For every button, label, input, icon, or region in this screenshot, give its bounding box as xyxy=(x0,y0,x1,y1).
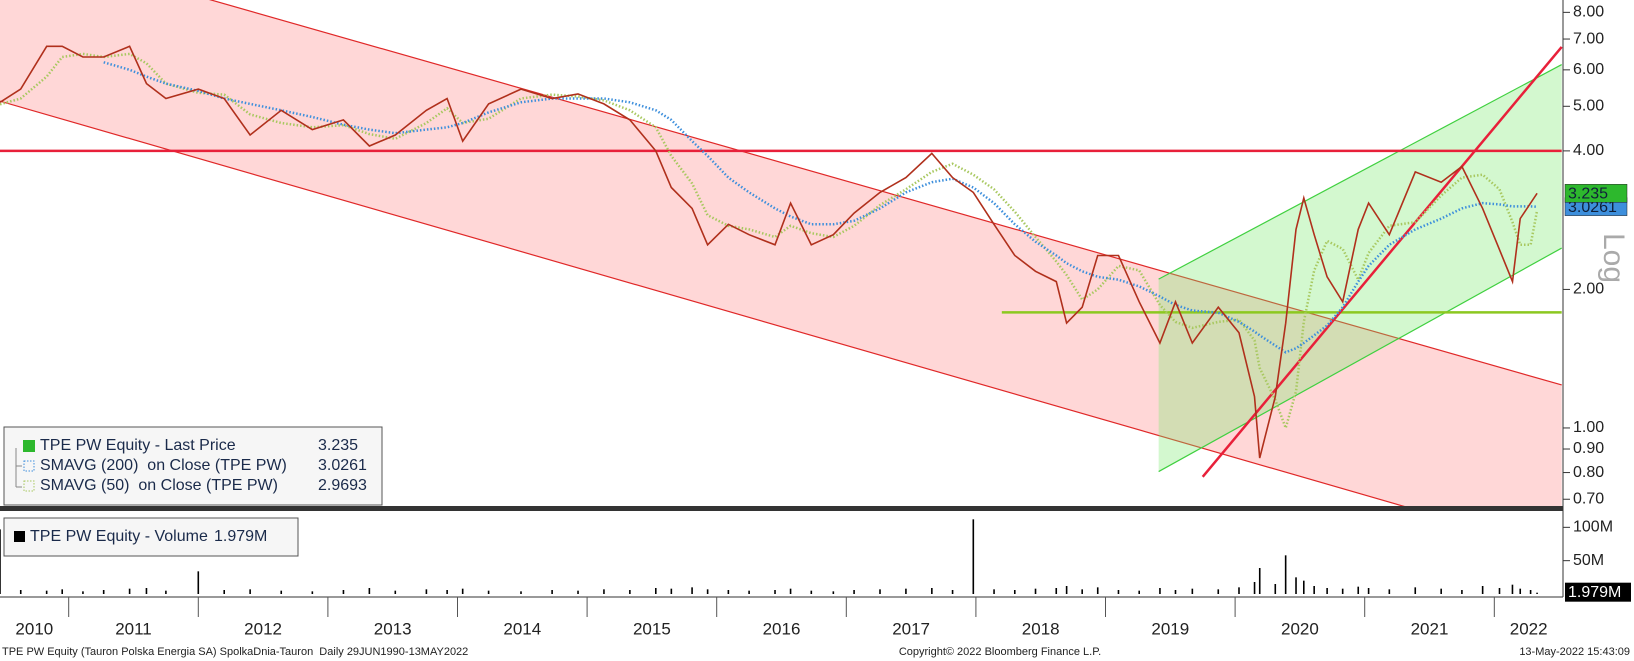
channel-fill xyxy=(0,0,1562,508)
legend-label: TPE PW Equity - Volume xyxy=(30,528,208,545)
y-tick-label: 50M xyxy=(1573,552,1604,569)
x-tick-label: 2017 xyxy=(892,619,930,638)
x-tick-label: 2020 xyxy=(1281,619,1319,638)
legend-box xyxy=(3,426,383,506)
legend-tree xyxy=(15,448,22,488)
y-axis-label: Log xyxy=(1597,233,1630,283)
x-tick-label: 2012 xyxy=(244,619,282,638)
plot-layer xyxy=(0,0,1563,594)
last-value-tag-label: 3.235 xyxy=(1568,186,1608,203)
y-tick-label: 6.00 xyxy=(1573,61,1604,78)
x-tick-label: 2018 xyxy=(1022,619,1060,638)
channel-edge xyxy=(1158,64,1562,280)
legend-swatch xyxy=(14,531,25,542)
y-tick-label: 4.00 xyxy=(1573,142,1604,159)
panel-divider xyxy=(0,506,1563,511)
legend-value: 1.979M xyxy=(214,528,267,545)
x-tick-label: 2013 xyxy=(374,619,412,638)
y-tick-label: 8.00 xyxy=(1573,4,1604,21)
series-line xyxy=(103,61,1538,354)
legend-value: 3.0261 xyxy=(318,457,367,474)
last-value-tag xyxy=(1564,184,1628,203)
y-tick-label: 5.00 xyxy=(1573,98,1604,115)
last-value-tag-label: 3.0261 xyxy=(1568,199,1617,216)
series-line xyxy=(0,45,1538,459)
trend-line xyxy=(1201,46,1563,478)
last-value-tag xyxy=(1565,582,1631,602)
channel-edge xyxy=(208,0,1562,386)
y-tick-label: 0.70 xyxy=(1573,490,1604,507)
channel-edge xyxy=(1158,247,1562,473)
y-tick-label: 0.80 xyxy=(1573,464,1604,481)
y-tick-label: 2.00 xyxy=(1573,281,1604,298)
legend-value: 2.9693 xyxy=(318,477,367,494)
footer-left: TPE PW Equity (Tauron Polska Energia SA)… xyxy=(2,646,468,658)
x-tick-label: 2021 xyxy=(1411,619,1449,638)
y-tick-label: 100M xyxy=(1573,519,1613,536)
legend-swatch xyxy=(23,460,35,472)
last-value-tag-label: 1.979M xyxy=(1568,584,1621,601)
y-tick-label: 1.00 xyxy=(1573,419,1604,436)
legend-label: TPE PW Equity - Last Price xyxy=(40,437,236,454)
x-tick-label: 2010 xyxy=(15,619,53,638)
x-tick-label: 2022 xyxy=(1510,619,1548,638)
legend-swatch xyxy=(23,440,35,452)
legend-swatch xyxy=(23,480,35,492)
y-tick-label: 0.90 xyxy=(1573,440,1604,457)
x-tick-label: 2011 xyxy=(115,619,152,638)
legend-value: 3.235 xyxy=(318,437,358,454)
x-tick-label: 2015 xyxy=(633,619,671,638)
x-tick-label: 2019 xyxy=(1151,619,1189,638)
channel-edge xyxy=(0,100,1412,508)
footer-right: 13-May-2022 15:43:09 xyxy=(1519,646,1630,658)
x-tick-label: 2014 xyxy=(503,619,541,638)
legend-label: SMAVG (200) on Close (TPE PW) xyxy=(40,457,287,474)
footer-center: Copyright© 2022 Bloomberg Finance L.P. xyxy=(899,646,1101,658)
x-tick-label: 2016 xyxy=(763,619,801,638)
legend-label: SMAVG (50) on Close (TPE PW) xyxy=(40,477,278,494)
volume-legend-box xyxy=(3,517,299,557)
y-tick-label: 7.00 xyxy=(1573,30,1604,47)
